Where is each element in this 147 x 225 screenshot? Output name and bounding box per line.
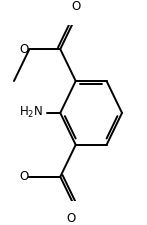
Text: O: O [67, 212, 76, 225]
Text: O: O [19, 170, 28, 183]
Text: O: O [71, 0, 80, 13]
Text: H$_2$N: H$_2$N [19, 105, 43, 120]
Text: O: O [19, 43, 28, 56]
